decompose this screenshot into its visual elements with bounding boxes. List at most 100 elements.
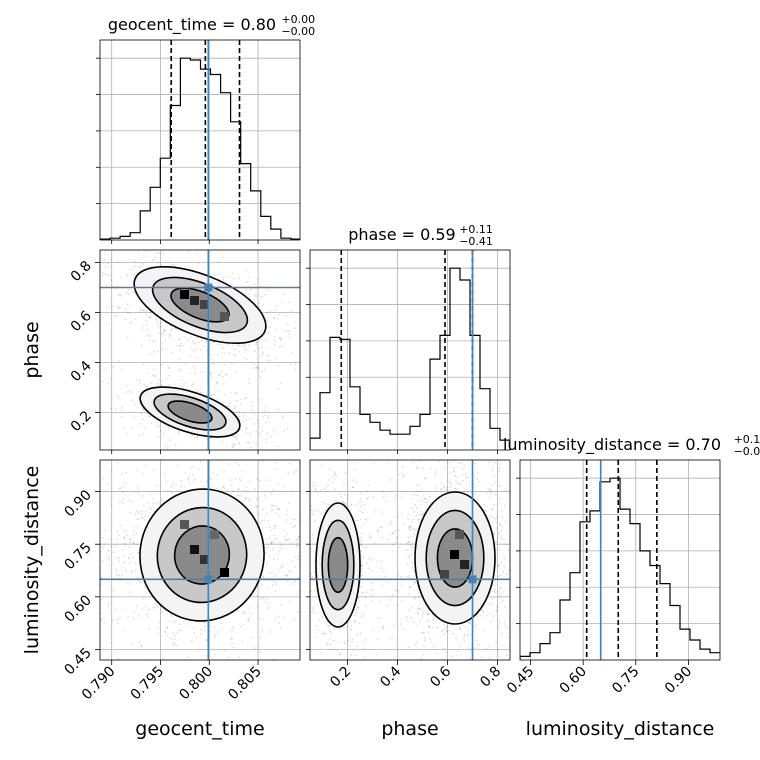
- scatter-point: [350, 654, 353, 657]
- scatter-point: [196, 436, 199, 439]
- scatter-point: [104, 253, 107, 256]
- scatter-point: [391, 550, 394, 553]
- scatter-point: [459, 628, 461, 631]
- scatter-point: [149, 353, 152, 356]
- scatter-point: [243, 347, 246, 350]
- x-tick-label: 0.4: [377, 663, 404, 690]
- scatter-point: [136, 576, 139, 579]
- scatter-point: [311, 512, 313, 515]
- scatter-point: [84, 294, 86, 296]
- scatter-point: [167, 366, 170, 369]
- scatter-point: [147, 628, 150, 631]
- scatter-point: [440, 482, 443, 485]
- scatter-point: [248, 288, 251, 291]
- scatter-point: [178, 629, 181, 632]
- scatter-point: [146, 456, 148, 458]
- scatter-point: [381, 584, 383, 587]
- scatter-point: [268, 346, 271, 349]
- scatter-point: [245, 349, 248, 351]
- scatter-point: [187, 478, 190, 481]
- scatter-point: [418, 620, 421, 622]
- scatter-point: [86, 489, 88, 491]
- scatter-point: [191, 341, 194, 344]
- scatter-point: [270, 492, 273, 495]
- scatter-point: [265, 406, 267, 409]
- scatter-point: [396, 536, 399, 539]
- panel-frame: [99, 459, 301, 661]
- scatter-point: [88, 623, 90, 625]
- scatter-point: [126, 275, 128, 278]
- scatter-point: [496, 548, 499, 551]
- scatter-point: [238, 350, 241, 353]
- scatter-point: [384, 575, 386, 578]
- scatter-point: [366, 518, 369, 521]
- scatter-point: [238, 443, 240, 445]
- scatter-point: [261, 370, 263, 373]
- scatter-point: [187, 339, 189, 341]
- scatter-point: [321, 616, 324, 618]
- scatter-point: [269, 326, 272, 329]
- scatter-point: [47, 372, 49, 374]
- scatter-point: [464, 425, 466, 427]
- scatter-point: [329, 630, 331, 633]
- scatter-point: [479, 614, 482, 617]
- scatter-point: [93, 302, 95, 304]
- scatter-point: [360, 492, 362, 494]
- scatter-point: [371, 599, 374, 602]
- scatter-point: [93, 274, 95, 276]
- scatter-point: [142, 363, 144, 366]
- scatter-point: [347, 634, 350, 637]
- scatter-point: [127, 304, 129, 306]
- scatter-point: [337, 641, 339, 644]
- scatter-point: [304, 506, 306, 508]
- scatter-point: [153, 340, 156, 343]
- scatter-point: [278, 346, 281, 348]
- scatter-point: [202, 244, 204, 246]
- scatter-point: [420, 657, 423, 660]
- scatter-point: [156, 350, 159, 352]
- scatter-point: [453, 470, 456, 473]
- scatter-point: [140, 516, 143, 519]
- scatter-point: [149, 415, 151, 417]
- scatter-point: [420, 692, 422, 694]
- scatter-point: [268, 555, 271, 557]
- scatter-point: [247, 619, 249, 621]
- scatter-point: [282, 530, 285, 532]
- scatter-point: [467, 458, 469, 460]
- scatter-point: [231, 435, 234, 438]
- scatter-point: [392, 532, 395, 535]
- scatter-point: [356, 645, 359, 647]
- scatter-point: [178, 339, 181, 342]
- scatter-point: [501, 515, 504, 518]
- scatter-point: [297, 576, 300, 579]
- scatter-point: [355, 504, 358, 507]
- scatter-point: [440, 455, 442, 457]
- scatter-point: [116, 619, 118, 621]
- scatter-point: [115, 436, 117, 438]
- title-lower-error: −0.00: [281, 25, 315, 38]
- scatter-point: [324, 509, 327, 511]
- scatter-point: [127, 545, 130, 548]
- scatter-point: [128, 561, 131, 564]
- scatter-point: [450, 425, 452, 427]
- scatter-point: [463, 490, 466, 493]
- scatter-point: [385, 500, 388, 502]
- scatter-point: [386, 581, 389, 584]
- scatter-point: [451, 655, 453, 658]
- scatter-point: [272, 584, 274, 587]
- scatter-point: [137, 551, 140, 554]
- x-tick-label: 0.6: [427, 663, 454, 690]
- scatter-point: [131, 399, 134, 402]
- scatter-point: [354, 614, 357, 617]
- scatter-point: [171, 351, 174, 354]
- scatter-point: [273, 316, 275, 319]
- scatter-point: [213, 653, 216, 655]
- scatter-point: [343, 640, 346, 643]
- scatter-point: [441, 630, 443, 633]
- scatter-point: [231, 345, 234, 348]
- scatter-point: [453, 467, 456, 469]
- scatter-point: [256, 478, 259, 481]
- scatter-point: [159, 325, 162, 328]
- scatter-point: [257, 513, 260, 516]
- scatter-point: [387, 538, 390, 541]
